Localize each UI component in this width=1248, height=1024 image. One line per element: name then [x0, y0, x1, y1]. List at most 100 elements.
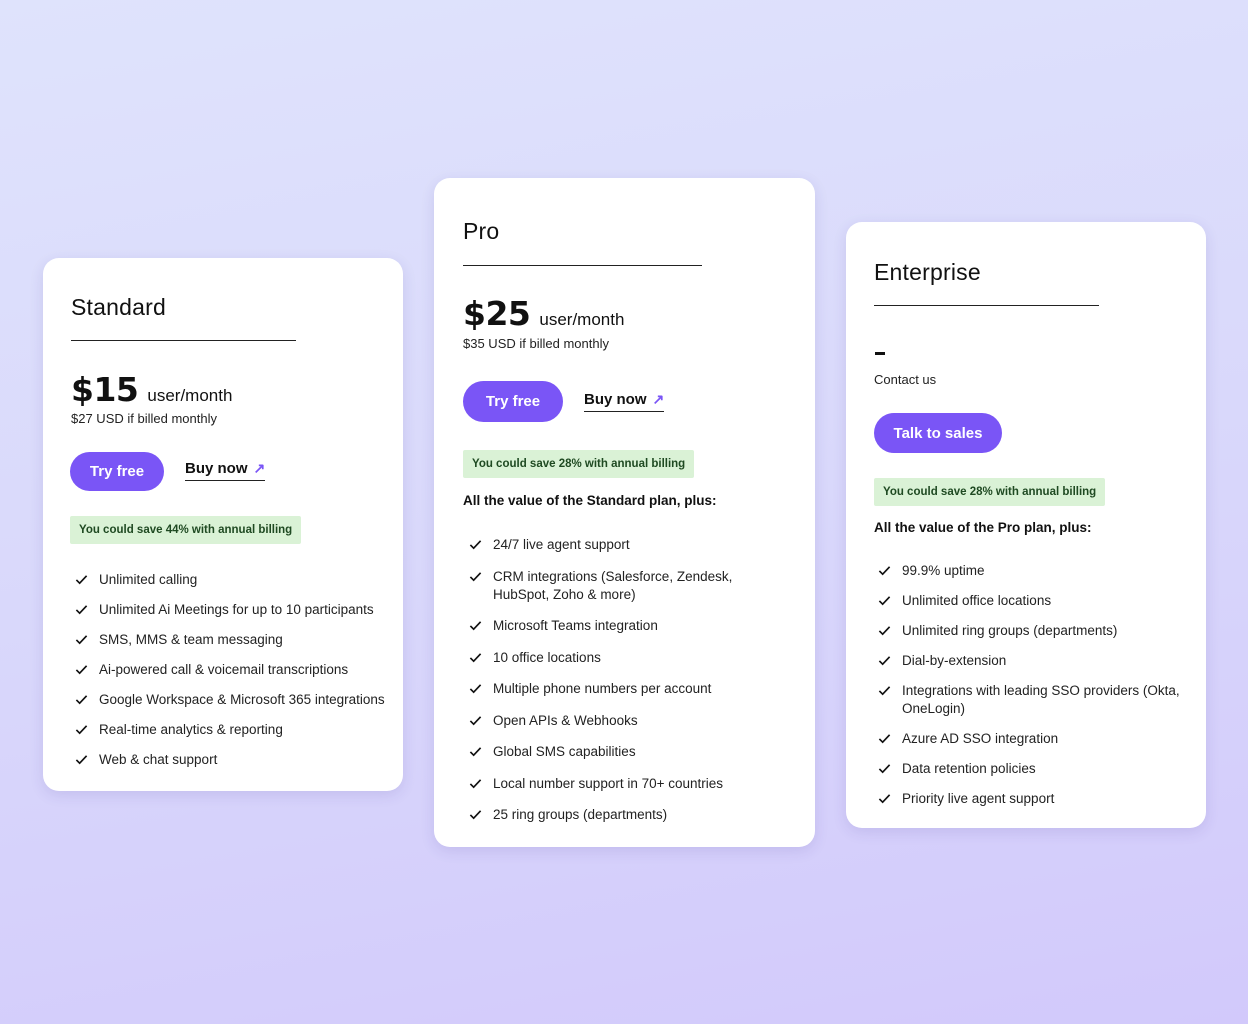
feature-item: Dial-by-extension	[878, 652, 1198, 670]
feature-item: Real-time analytics & reporting	[75, 721, 395, 739]
monthly-billing-note: $35 USD if billed monthly	[463, 336, 609, 351]
feature-text: Unlimited Ai Meetings for up to 10 parti…	[99, 602, 374, 617]
checkmark-icon	[75, 603, 99, 621]
plan-inherits-note: All the value of the Pro plan, plus:	[874, 520, 1092, 535]
checkmark-icon	[469, 682, 493, 700]
price: $25 user/month	[463, 294, 624, 333]
feature-item: Global SMS capabilities	[469, 743, 789, 761]
feature-text: 25 ring groups (departments)	[493, 807, 668, 822]
feature-item: Local number support in 70+ countries	[469, 775, 789, 793]
checkmark-icon	[878, 762, 902, 780]
feature-item: Multiple phone numbers per account	[469, 680, 789, 698]
divider	[463, 265, 702, 266]
checkmark-icon	[75, 723, 99, 741]
checkmark-icon	[469, 619, 493, 637]
plan-inherits-note: All the value of the Standard plan, plus…	[463, 493, 717, 508]
divider	[874, 305, 1099, 306]
plan-card-pro: Pro $25 user/month $35 USD if billed mont…	[434, 178, 815, 847]
feature-item: 24/7 live agent support	[469, 536, 789, 554]
feature-item: Unlimited Ai Meetings for up to 10 parti…	[75, 601, 395, 619]
feature-text: Priority live agent support	[902, 791, 1055, 806]
checkmark-icon	[75, 753, 99, 771]
feature-list: 24/7 live agent support CRM integrations …	[469, 536, 789, 838]
feature-text: Microsoft Teams integration	[493, 618, 658, 633]
feature-text: Global SMS capabilities	[493, 744, 636, 759]
feature-item: 99.9% uptime	[878, 562, 1198, 580]
checkmark-icon	[878, 624, 902, 642]
checkmark-icon	[75, 633, 99, 651]
checkmark-icon	[878, 732, 902, 750]
feature-item: 10 office locations	[469, 649, 789, 667]
plan-card-standard: Standard $15 user/month $27 USD if billed…	[43, 258, 403, 791]
feature-text: Google Workspace & Microsoft 365 integra…	[99, 692, 385, 707]
feature-item: Unlimited calling	[75, 571, 395, 589]
feature-item: SMS, MMS & team messaging	[75, 631, 395, 649]
checkmark-icon	[469, 714, 493, 732]
feature-item: Priority live agent support	[878, 790, 1198, 808]
checkmark-icon	[878, 594, 902, 612]
price-amount: $25	[463, 294, 531, 333]
price-unit: user/month	[539, 310, 625, 329]
feature-item: Google Workspace & Microsoft 365 integra…	[75, 691, 395, 709]
try-free-button[interactable]: Try free	[463, 381, 563, 422]
price-placeholder-dash	[875, 352, 885, 355]
feature-text: Unlimited ring groups (departments)	[902, 623, 1118, 638]
try-free-button[interactable]: Try free	[70, 452, 164, 491]
buy-now-label: Buy now	[185, 460, 248, 477]
feature-list: Unlimited calling Unlimited Ai Meetings f…	[75, 571, 395, 781]
feature-text: CRM integrations (Salesforce, Zendesk, H…	[493, 568, 733, 602]
feature-item: Unlimited ring groups (departments)	[878, 622, 1198, 640]
savings-badge: You could save 28% with annual billing	[874, 478, 1106, 506]
checkmark-icon	[878, 684, 902, 720]
checkmark-icon	[75, 573, 99, 591]
talk-to-sales-button[interactable]: Talk to sales	[874, 413, 1002, 453]
buy-now-link[interactable]: Buy now ↗	[584, 391, 665, 412]
feature-text: Web & chat support	[99, 752, 218, 767]
feature-text: Integrations with leading SSO providers …	[902, 683, 1180, 716]
savings-badge: You could save 44% with annual billing	[70, 516, 302, 544]
checkmark-icon	[878, 792, 902, 810]
arrow-up-right-icon: ↗	[652, 391, 665, 407]
feature-text: Azure AD SSO integration	[902, 731, 1059, 746]
buy-now-label: Buy now	[584, 391, 647, 408]
price-amount: $15	[71, 370, 139, 409]
checkmark-icon	[878, 654, 902, 672]
buy-now-link[interactable]: Buy now ↗	[185, 460, 266, 481]
plan-title: Standard	[71, 294, 166, 320]
feature-text: 10 office locations	[493, 649, 601, 665]
feature-item: 25 ring groups (departments)	[469, 806, 789, 824]
feature-text: Data retention policies	[902, 761, 1036, 776]
feature-text: 24/7 live agent support	[493, 537, 630, 552]
price: $15 user/month	[71, 370, 232, 409]
feature-item: Microsoft Teams integration	[469, 617, 789, 635]
feature-text: Local number support in 70+ countries	[493, 775, 724, 791]
feature-text: Open APIs & Webhooks	[493, 712, 638, 728]
divider	[71, 340, 296, 341]
feature-text: Unlimited calling	[99, 572, 198, 587]
feature-text: 99.9% uptime	[902, 563, 985, 578]
checkmark-icon	[469, 745, 493, 763]
feature-item: CRM integrations (Salesforce, Zendesk, H…	[469, 568, 789, 604]
checkmark-icon	[469, 651, 493, 669]
checkmark-icon	[469, 777, 493, 795]
feature-item: Integrations with leading SSO providers …	[878, 682, 1198, 718]
feature-text: SMS, MMS & team messaging	[99, 632, 283, 647]
checkmark-icon	[469, 808, 493, 826]
feature-item: Azure AD SSO integration	[878, 730, 1198, 748]
plan-title: Enterprise	[874, 259, 981, 285]
feature-text: Ai-powered call & voicemail transcriptio…	[99, 662, 349, 677]
contact-us-text: Contact us	[874, 372, 937, 387]
monthly-billing-note: $27 USD if billed monthly	[71, 411, 217, 426]
feature-item: Open APIs & Webhooks	[469, 712, 789, 730]
savings-badge: You could save 28% with annual billing	[463, 450, 695, 478]
feature-item: Unlimited office locations	[878, 592, 1198, 610]
checkmark-icon	[75, 693, 99, 711]
checkmark-icon	[75, 663, 99, 681]
plan-card-enterprise: Enterprise Contact us Talk to sales You …	[846, 222, 1206, 828]
checkmark-icon	[469, 570, 493, 606]
feature-text: Real-time analytics & reporting	[99, 722, 283, 737]
feature-item: Data retention policies	[878, 760, 1198, 778]
feature-text: Multiple phone numbers per account	[493, 681, 712, 696]
feature-text: Unlimited office locations	[902, 593, 1052, 608]
feature-text: Dial-by-extension	[902, 653, 1007, 668]
